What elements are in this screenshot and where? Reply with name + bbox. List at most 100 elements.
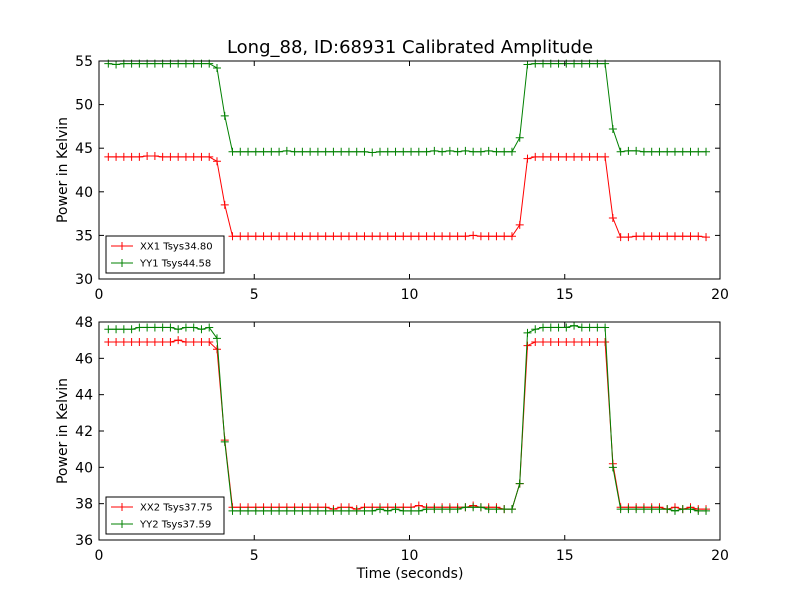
bottom-series-0-point [585,337,594,346]
top-series-1-point [624,146,633,155]
bottom-series-0-point [523,341,532,350]
bottom-x-tick-label: 15 [556,548,574,564]
top-series-1-point [112,60,121,69]
bottom-y-tick-label: 46 [75,351,93,367]
bottom-series-1-point [212,334,221,343]
top-series-1-point [476,147,485,156]
bottom-series-0-point [166,337,175,346]
bottom-series-1-point [414,506,423,515]
bottom-series-1-point [306,506,315,515]
top-series-0-point [546,152,555,161]
top-legend-marker-xx1 [118,242,126,250]
bottom-series-1-point [624,505,633,514]
top-series-0-point [523,154,532,163]
top-series-0-point [127,152,136,161]
top-series-0-point [438,232,447,241]
bottom-series-0-point [174,336,183,345]
bottom-series-1-point [670,506,679,515]
top-series-1-point [414,147,423,156]
chart-title: Long_88, ID:68931 Calibrated Amplitude [227,37,593,58]
bottom-series-1-point [119,325,128,334]
top-series-1-point [639,147,648,156]
bottom-series-1-point [267,506,276,515]
top-series-1-point [608,125,617,134]
bottom-series-1-point [290,506,299,515]
bottom-series-1-point [461,503,470,512]
bottom-series-1-point [329,506,338,515]
bottom-legend-label-yy2: YY2 Tsys37.59 [139,520,211,531]
top-x-tick-label: 0 [95,287,104,303]
top-axis-ticks: 0 5 10 15 20 30 35 40 45 50 55 [75,54,729,303]
top-series-1-point [244,147,253,156]
top-series-1-point [702,147,711,156]
bottom-series-1-point [694,506,703,515]
top-series-0-point [360,232,369,241]
bottom-series-1-point [593,323,602,332]
top-series-1-point [313,147,322,156]
top-series-0-point [469,231,478,240]
bottom-series-1-point [368,506,377,515]
bottom-legend-box [105,496,225,535]
top-legend-entry-yy1: YY1 Tsys44.58 [111,259,211,270]
bottom-y-tick-label: 42 [75,424,93,440]
top-series-0-point [694,232,703,241]
bottom-series-1-point [391,505,400,514]
top-series-1-point [484,146,493,155]
bottom-series-0-point [593,337,602,346]
top-series-0-point [453,232,462,241]
bottom-y-tick-label: 38 [75,497,93,513]
bottom-series-1-point [702,506,711,515]
bottom-series-1-point [166,323,175,332]
bottom-series-0-point [127,337,136,346]
top-series-1-point [507,147,516,156]
bottom-series-1-point [104,325,113,334]
top-series-1-point [399,147,408,156]
bottom-series-1-point [174,325,183,334]
bottom-series-1-point [608,463,617,472]
top-series-0-point [702,233,711,242]
bottom-legend: XX2 Tsys37.75 YY2 Tsys37.59 [105,496,225,535]
top-series-0-point [663,232,672,241]
top-series-1-point [329,147,338,156]
top-series-1-point [236,147,245,156]
bottom-x-tick-label: 0 [95,548,104,564]
top-series-0-point [445,232,454,241]
bottom-series-1-point [686,505,695,514]
top-x-tick-label: 5 [250,287,259,303]
bottom-legend-marker-yy2 [118,520,126,528]
top-series-0-point [430,232,439,241]
top-series-1-point [694,147,703,156]
bottom-series-1-point [181,323,190,332]
top-series-1-point [298,147,307,156]
top-series-1-point [500,147,509,156]
top-series-0-point [639,232,648,241]
bottom-series-1-point [205,323,214,332]
bottom-series-1-point [554,323,563,332]
top-series-0-point [624,233,633,242]
top-series-0-point [407,232,416,241]
top-series-0-point [321,232,330,241]
bottom-series-0-point [181,337,190,346]
top-series-0-point [259,232,268,241]
bottom-series-1-point [236,506,245,515]
top-series-0-point [282,232,291,241]
bottom-series-1-point [135,323,144,332]
top-series-0-point [562,152,571,161]
top-series-1-point [376,147,385,156]
bottom-series-1-point [197,325,206,334]
bottom-plot-marks [104,321,711,515]
top-series-1-point [686,147,695,156]
bottom-series-0-point [150,337,159,346]
bottom-series-1-point [228,506,237,515]
bottom-series-0-point [601,337,610,346]
top-series-0-point [515,220,524,229]
bottom-series-1-point [562,323,571,332]
top-series-0-point [570,152,579,161]
top-series-1-point [360,147,369,156]
top-series-0-point [212,157,221,166]
top-series-0-point [267,232,276,241]
top-series-0-point [500,232,509,241]
bottom-series-1-point [678,505,687,514]
bottom-series-1-point [344,506,353,515]
top-series-0-point [601,152,610,161]
